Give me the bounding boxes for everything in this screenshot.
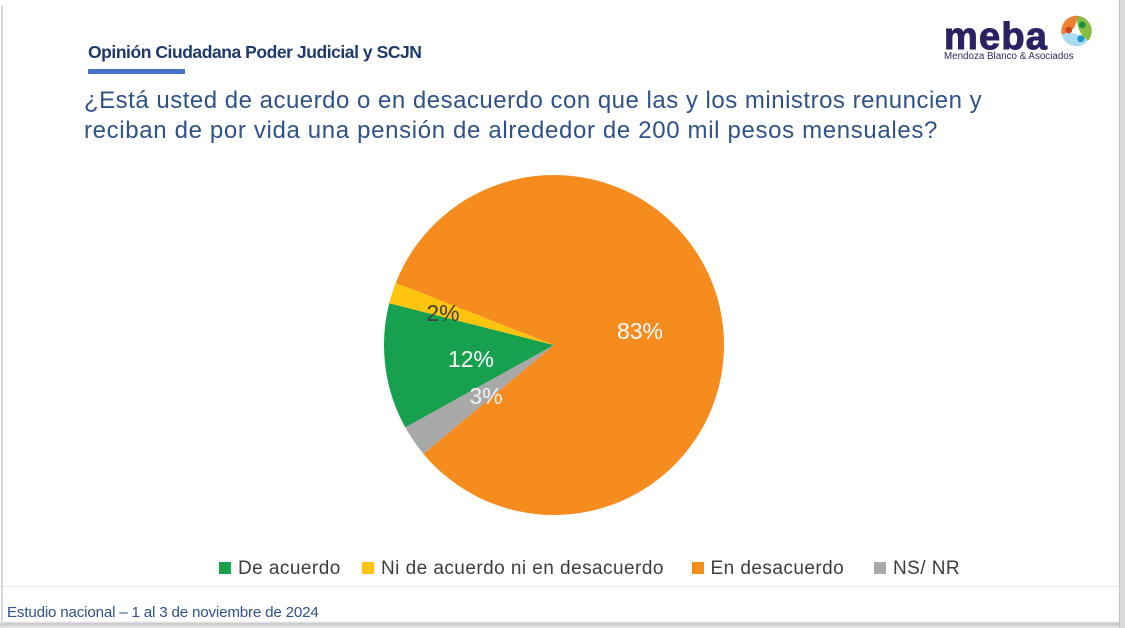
svg-text:3%: 3% xyxy=(469,383,502,409)
svg-text:2%: 2% xyxy=(426,300,459,326)
svg-text:12%: 12% xyxy=(448,346,494,372)
svg-text:83%: 83% xyxy=(617,318,663,344)
